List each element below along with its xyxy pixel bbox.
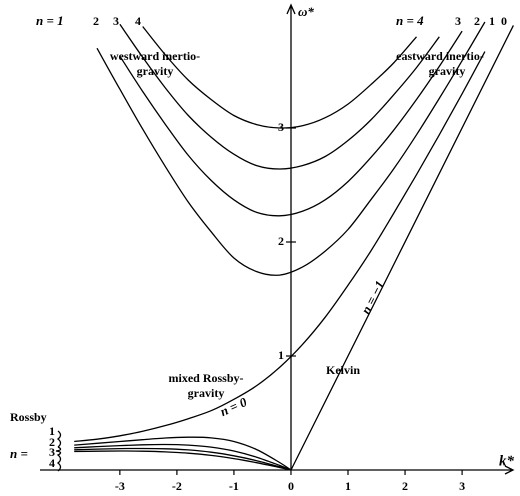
- wave-curve: [119, 23, 440, 170]
- wave-curve: [74, 447, 292, 471]
- annotation: 3: [113, 14, 119, 28]
- annotation: gravity: [188, 386, 225, 400]
- wave-curve: [142, 26, 417, 129]
- x-axis-label: k*: [499, 453, 515, 469]
- y-axis-label: ω*: [298, 4, 314, 19]
- x-tick-label: 1: [345, 479, 351, 493]
- y-tick-label: 3: [278, 120, 284, 134]
- annotation: eastward inertio-: [396, 49, 484, 63]
- annotation: 3: [455, 14, 461, 28]
- annotation: 1: [489, 14, 495, 28]
- wave-curve: [74, 450, 292, 471]
- y-tick-label: 1: [278, 348, 284, 362]
- wave-curve: [74, 436, 292, 471]
- annotation: n = 1: [36, 13, 64, 28]
- wave-curve: [96, 21, 486, 276]
- y-tick-label: 2: [278, 234, 284, 248]
- annotation: 2: [93, 14, 99, 28]
- annotation: mixed Rossby-: [168, 371, 243, 385]
- y-axis: [286, 3, 296, 470]
- annotation: 2: [474, 14, 480, 28]
- x-tick-label: -1: [229, 479, 239, 493]
- annotation: gravity: [429, 64, 466, 78]
- annotation: 4: [135, 14, 141, 28]
- x-tick-label: -2: [172, 479, 182, 493]
- annotation: n =: [10, 446, 28, 461]
- x-axis: [40, 465, 515, 475]
- x-tick-label: -3: [115, 479, 125, 493]
- rossby-brace: [55, 430, 62, 472]
- x-tick-label: 2: [402, 479, 408, 493]
- x-tick-label: 3: [459, 479, 465, 493]
- annotation: 1: [49, 424, 55, 438]
- annotation: Kelvin: [326, 363, 360, 377]
- wave-curve: [290, 25, 514, 471]
- annotation: n = −1: [358, 278, 387, 316]
- annotation: gravity: [137, 64, 174, 78]
- curves: [74, 21, 514, 471]
- x-tick-label: 0: [288, 479, 294, 493]
- annotation: 0: [501, 14, 507, 28]
- annotation: Rossby: [10, 410, 47, 424]
- wave-curve: [74, 443, 292, 471]
- annotation: 3: [49, 445, 55, 459]
- annotation: 4: [49, 456, 55, 470]
- annotation: n = 4: [396, 13, 424, 28]
- wave-curve: [74, 51, 486, 443]
- annotation: westward inertio-: [110, 49, 200, 63]
- annotation: 2: [49, 435, 55, 449]
- wave-curve: [119, 30, 463, 217]
